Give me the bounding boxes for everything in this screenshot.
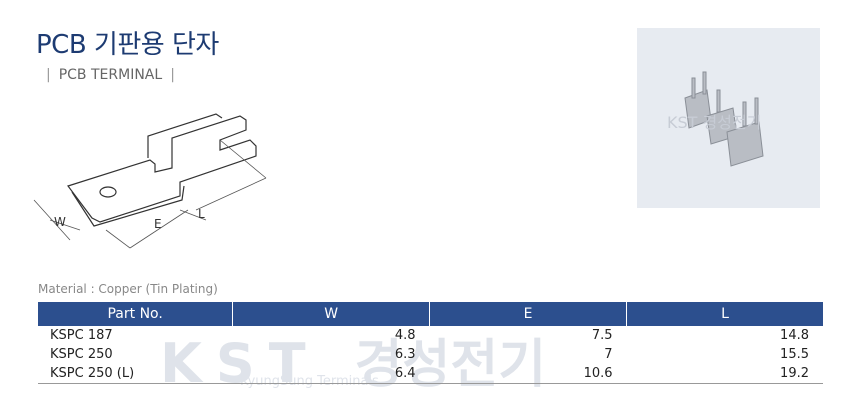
diagram-label: W	[54, 215, 66, 229]
table-cell: 7	[604, 347, 613, 362]
table-cell: 10.6	[429, 364, 627, 384]
terminal-drawing: W E L	[33, 113, 267, 249]
material: Material : Copper (Tin Plating)	[38, 282, 218, 296]
title: PCB 기판용 단자	[36, 30, 219, 60]
table-row: KSPC 250 6.3 7 15.5	[38, 345, 823, 364]
table-cell: KSPC 250	[50, 347, 113, 362]
subtitle: | PCB TERMINAL |	[46, 67, 175, 83]
table-row: KSPC 250 (L) 6.4 10.6 19.2	[38, 364, 823, 384]
column-header: L	[626, 302, 823, 326]
spec-table: Part No. W E L KSPC 187 4.8 7.5 14.8 KSPC 250 6.3…	[38, 302, 823, 384]
subtitle-text: PCB TERMINAL	[58, 67, 163, 83]
column-header: E	[429, 302, 627, 326]
table-cell: 7.5	[591, 328, 613, 343]
table-cell: 6.3	[394, 347, 416, 362]
table-cell: 4.8	[394, 328, 416, 343]
table-cell: 14.8	[780, 328, 809, 343]
column-header: W	[232, 302, 430, 326]
table-cell: 15.5	[780, 347, 809, 362]
table-cell: KSPC 250 (L)	[38, 364, 233, 384]
table-cell: 6.4	[232, 364, 430, 384]
diagram-label: E	[154, 217, 162, 231]
photo-art: KST 경성전기	[667, 71, 764, 167]
table-cell: 19.2	[626, 364, 823, 384]
diagram-label: L	[198, 207, 205, 221]
table-cell: KSPC 187	[50, 328, 113, 343]
table-row: KSPC 187 4.8 7.5 14.8	[38, 326, 823, 345]
product-photo: KST 경성전기	[637, 28, 820, 208]
photo-watermark: KST 경성전기	[667, 113, 761, 132]
column-header: Part No.	[38, 302, 233, 326]
